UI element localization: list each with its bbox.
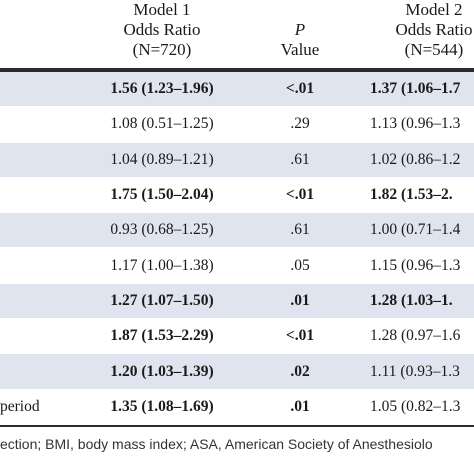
- model2-odds-ratio: 1.11 (0.93–1.3: [370, 362, 460, 380]
- p-value-symbol: P: [294, 20, 306, 39]
- model2-odds-ratio: 1.37 (1.06–1.7: [370, 80, 461, 98]
- row-label: [0, 319, 90, 353]
- model1-odds-ratio: 1.17 (1.00–1.38): [110, 256, 214, 274]
- model1-odds-ratio: 1.27 (1.07–1.50): [110, 291, 214, 309]
- model1-title: Model 1: [133, 0, 191, 19]
- model2-odds-ratio: 1.13 (0.96–1.3: [370, 115, 461, 133]
- model2-odds-ratio: 1.02 (0.86–1.2: [370, 150, 461, 168]
- model1-n: (N=720): [132, 40, 192, 59]
- model2-odds-ratio: 1.28 (0.97–1.6: [370, 327, 461, 345]
- p-value: .29: [290, 115, 310, 133]
- model1-odds-ratio: 1.04 (0.89–1.21): [110, 150, 214, 168]
- p-value: .61: [290, 221, 310, 239]
- p-value: .01: [290, 397, 310, 415]
- table-row: 1.08 (0.51–1.25) .29 1.13 (0.96–1.3: [0, 107, 474, 143]
- p-value: <.01: [285, 327, 315, 345]
- table-row: 1.20 (1.03–1.39) .02 1.11 (0.93–1.3: [0, 354, 474, 390]
- model1-odds-ratio: 1.87 (1.53–2.29): [110, 327, 214, 345]
- p-value: .01: [290, 291, 310, 309]
- model1-odds-ratio: 1.20 (1.03–1.39): [110, 362, 214, 380]
- table-row: 1.27 (1.07–1.50) .01 1.28 (1.03–1.: [0, 283, 474, 320]
- row-label: [0, 143, 90, 177]
- model2-odds-ratio: 1.28 (1.03–1.: [370, 291, 453, 309]
- row-label: [0, 354, 90, 388]
- table-row: period 1.35 (1.08–1.69) .01 1.05 (0.82–1.3: [0, 389, 474, 425]
- model1-subtitle: Odds Ratio: [123, 20, 201, 39]
- p-value-header: P Value: [265, 20, 335, 88]
- model2-title: Model 2: [405, 0, 463, 19]
- model2-n: (N=544): [404, 40, 464, 59]
- row-label: [0, 178, 90, 212]
- table-row: 1.87 (1.53–2.29) <.01 1.28 (0.97–1.6: [0, 319, 474, 355]
- model2-odds-ratio: 1.05 (0.82–1.3: [370, 397, 461, 415]
- table-row: 1.56 (1.23–1.96) <.01 1.37 (1.06–1.7: [0, 72, 474, 108]
- model1-odds-ratio: 0.93 (0.68–1.25): [110, 221, 214, 239]
- table-header: Model 1 Odds Ratio (N=720) P Value Model…: [0, 0, 474, 72]
- row-label: [0, 213, 90, 247]
- model2-subtitle: Odds Ratio: [395, 20, 473, 39]
- table-row: 1.04 (0.89–1.21) .61 1.02 (0.86–1.2: [0, 142, 474, 178]
- model1-odds-ratio: 1.75 (1.50–2.04): [110, 186, 214, 204]
- model2-odds-ratio: 1.15 (0.96–1.3: [370, 256, 461, 274]
- p-value: <.01: [285, 186, 315, 204]
- p-value: .61: [290, 150, 310, 168]
- p-value: .05: [290, 256, 310, 274]
- model1-odds-ratio: 1.08 (0.51–1.25): [110, 115, 214, 133]
- p-value: <.01: [285, 80, 315, 98]
- p-value: .02: [290, 362, 310, 380]
- model2-odds-ratio: 1.82 (1.53–2.: [370, 186, 453, 204]
- table-footnote: ection; BMI, body mass index; ASA, Ameri…: [0, 436, 433, 452]
- header-rule: [0, 68, 474, 72]
- row-label: period: [0, 397, 40, 415]
- table-bottom-rule: [0, 425, 474, 427]
- model1-header: Model 1 Odds Ratio (N=720): [98, 0, 226, 68]
- row-label: [0, 248, 90, 282]
- table-body: 1.56 (1.23–1.96) <.01 1.37 (1.06–1.7 1.08 (…: [0, 72, 474, 425]
- row-label: [0, 284, 90, 318]
- model1-odds-ratio: 1.35 (1.08–1.69): [110, 397, 214, 415]
- model2-header: Model 2 Odds Ratio (N=544): [370, 0, 474, 68]
- table-row: 0.93 (0.68–1.25) .61 1.00 (0.71–1.4: [0, 213, 474, 249]
- p-value-label: Value: [280, 40, 320, 59]
- row-label: [0, 72, 90, 106]
- table-row: 1.17 (1.00–1.38) .05 1.15 (0.96–1.3: [0, 248, 474, 284]
- table-row: 1.75 (1.50–2.04) <.01 1.82 (1.53–2.: [0, 177, 474, 214]
- model1-odds-ratio: 1.56 (1.23–1.96): [110, 80, 214, 98]
- model2-odds-ratio: 1.00 (0.71–1.4: [370, 221, 461, 239]
- row-label: [0, 107, 90, 141]
